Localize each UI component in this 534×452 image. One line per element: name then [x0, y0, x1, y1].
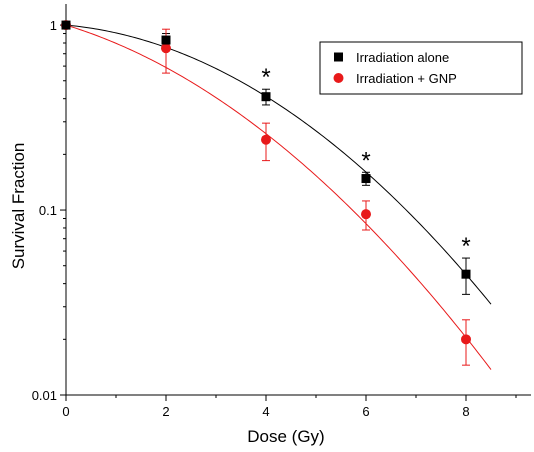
x-tick-label: 4	[262, 404, 269, 419]
data-point-square	[361, 174, 371, 184]
data-point-circle	[361, 209, 371, 220]
fit-curves	[65, 24, 492, 370]
significance-asterisk: *	[461, 233, 470, 260]
axes: 0 2 4 6 8 0.01 0.1 1	[32, 4, 531, 419]
fit-curve-1	[65, 24, 492, 305]
data-point-square	[61, 20, 71, 30]
legend: Irradiation alone Irradiation + GNP	[319, 41, 523, 95]
y-tick-label: 1	[50, 18, 57, 33]
legend-label: Irradiation + GNP	[356, 71, 457, 86]
data-point-circle	[161, 43, 171, 54]
significance-annotations: * * *	[261, 64, 470, 260]
significance-asterisk: *	[361, 147, 370, 174]
data-point-circle	[461, 334, 471, 345]
data-point-square	[461, 269, 471, 279]
legend-circle-marker	[333, 73, 344, 83]
x-tick-label: 2	[162, 404, 169, 419]
y-tick-label: 0.1	[39, 203, 57, 218]
fit-curve-2	[65, 24, 492, 370]
data-point-square	[261, 92, 271, 102]
legend-label: Irradiation alone	[356, 50, 449, 65]
data-points	[61, 20, 471, 345]
x-axis-title: Dose (Gy)	[247, 427, 324, 446]
x-tick-label: 6	[362, 404, 369, 419]
y-axis-title: Survival Fraction	[9, 143, 28, 270]
x-tick-label: 8	[462, 404, 469, 419]
y-tick-label: 0.01	[32, 388, 57, 403]
data-point-circle	[261, 134, 271, 145]
significance-asterisk: *	[261, 64, 270, 91]
legend-square-marker	[334, 52, 343, 62]
x-tick-label: 0	[62, 404, 69, 419]
data-point-square	[161, 35, 171, 45]
legend-box	[319, 41, 523, 95]
